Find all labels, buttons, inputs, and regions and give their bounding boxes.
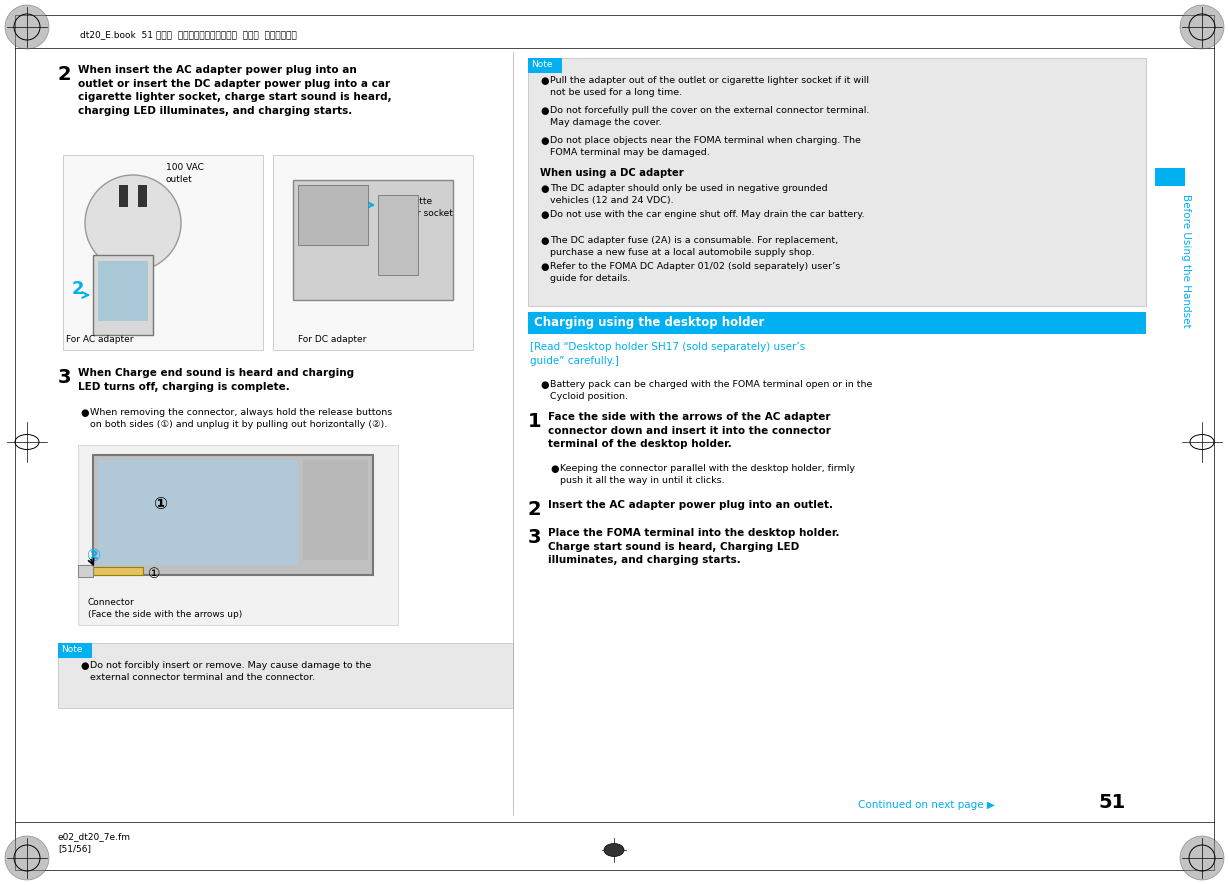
Text: Keeping the connector parallel with the desktop holder, firmly
push it all the w: Keeping the connector parallel with the … bbox=[560, 464, 855, 485]
Text: Note: Note bbox=[531, 60, 553, 69]
Text: Do not use with the car engine shut off. May drain the car battery.: Do not use with the car engine shut off.… bbox=[551, 210, 864, 219]
Bar bbox=[138, 185, 147, 207]
Bar bbox=[1155, 168, 1185, 186]
Text: Battery pack can be charged with the FOMA terminal open or in the
Cycloid positi: Battery pack can be charged with the FOM… bbox=[551, 380, 873, 401]
Text: 2: 2 bbox=[528, 500, 542, 519]
Text: ●: ● bbox=[540, 184, 548, 194]
Text: Pull the adapter out of the outlet or cigarette lighter socket if it will
not be: Pull the adapter out of the outlet or ci… bbox=[551, 76, 869, 96]
Text: ①: ① bbox=[152, 495, 167, 513]
Text: Before Using the Handset: Before Using the Handset bbox=[1181, 194, 1191, 327]
Text: The DC adapter should only be used in negative grounded
vehicles (12 and 24 VDC): The DC adapter should only be used in ne… bbox=[551, 184, 827, 204]
Text: dt20_E.book  51 ページ  ２００７年１２月１２日  水曜日  午後２時３分: dt20_E.book 51 ページ ２００７年１２月１２日 水曜日 午後２時３… bbox=[80, 30, 296, 39]
Bar bbox=[293, 180, 454, 300]
Bar bbox=[58, 643, 92, 658]
Bar bbox=[119, 185, 128, 207]
Text: Do not place objects near the FOMA terminal when charging. The
FOMA terminal may: Do not place objects near the FOMA termi… bbox=[551, 136, 860, 157]
Text: ●: ● bbox=[540, 76, 548, 86]
Text: ●: ● bbox=[80, 661, 88, 671]
Text: When removing the connector, always hold the release buttons
on both sides (①) a: When removing the connector, always hold… bbox=[90, 408, 392, 429]
Bar bbox=[77, 445, 398, 625]
Circle shape bbox=[85, 175, 181, 271]
Text: ●: ● bbox=[540, 210, 548, 220]
Bar bbox=[304, 460, 367, 560]
Bar bbox=[528, 58, 1145, 306]
Text: Note: Note bbox=[61, 645, 82, 654]
Circle shape bbox=[1180, 836, 1224, 880]
Text: Connector
(Face the side with the arrows up): Connector (Face the side with the arrows… bbox=[88, 598, 242, 619]
Text: ●: ● bbox=[540, 236, 548, 246]
Text: [Read “Desktop holder SH17 (sold separately) user’s
guide” carefully.]: [Read “Desktop holder SH17 (sold separat… bbox=[530, 342, 805, 366]
Text: 2: 2 bbox=[58, 65, 71, 84]
Ellipse shape bbox=[603, 843, 624, 857]
Circle shape bbox=[5, 836, 49, 880]
Text: 51: 51 bbox=[1097, 793, 1126, 812]
Bar bbox=[93, 255, 152, 335]
Text: When insert the AC adapter power plug into an
outlet or insert the DC adapter po: When insert the AC adapter power plug in… bbox=[77, 65, 392, 116]
Text: 100 VAC
outlet: 100 VAC outlet bbox=[166, 163, 204, 184]
Bar bbox=[93, 455, 372, 575]
Bar bbox=[98, 261, 147, 321]
Text: Refer to the FOMA DC Adapter 01/02 (sold separately) user’s
guide for details.: Refer to the FOMA DC Adapter 01/02 (sold… bbox=[551, 262, 841, 283]
Text: 2: 2 bbox=[353, 193, 365, 211]
Text: Do not forcibly insert or remove. May cause damage to the
external connector ter: Do not forcibly insert or remove. May ca… bbox=[90, 661, 371, 681]
Text: Charging using the desktop holder: Charging using the desktop holder bbox=[533, 316, 764, 329]
Text: Insert the AC adapter power plug into an outlet.: Insert the AC adapter power plug into an… bbox=[548, 500, 833, 510]
Text: 3: 3 bbox=[58, 368, 71, 387]
Circle shape bbox=[1180, 5, 1224, 49]
Text: The DC adapter fuse (2A) is a consumable. For replacement,
purchase a new fuse a: The DC adapter fuse (2A) is a consumable… bbox=[551, 236, 838, 257]
Text: ①: ① bbox=[147, 567, 161, 581]
Text: Cigarette
lighter socket: Cigarette lighter socket bbox=[391, 197, 452, 218]
Text: When using a DC adapter: When using a DC adapter bbox=[540, 168, 683, 178]
Bar bbox=[297, 185, 367, 245]
Text: ●: ● bbox=[80, 408, 88, 418]
Bar bbox=[58, 643, 512, 708]
Bar bbox=[273, 155, 473, 350]
Text: For AC adapter: For AC adapter bbox=[66, 335, 134, 344]
Bar bbox=[379, 195, 418, 275]
Text: Place the FOMA terminal into the desktop holder.
Charge start sound is heard, Ch: Place the FOMA terminal into the desktop… bbox=[548, 528, 839, 566]
Text: ●: ● bbox=[551, 464, 558, 474]
Text: ●: ● bbox=[540, 136, 548, 146]
Text: Do not forcefully pull the cover on the external connector terminal.
May damage : Do not forcefully pull the cover on the … bbox=[551, 106, 869, 127]
Text: ●: ● bbox=[540, 106, 548, 116]
Bar bbox=[98, 460, 297, 565]
Text: Face the side with the arrows of the AC adapter
connector down and insert it int: Face the side with the arrows of the AC … bbox=[548, 412, 831, 450]
Text: e02_dt20_7e.fm
[51/56]: e02_dt20_7e.fm [51/56] bbox=[58, 832, 132, 853]
Text: When Charge end sound is heard and charging
LED turns off, charging is complete.: When Charge end sound is heard and charg… bbox=[77, 368, 354, 391]
Bar bbox=[528, 58, 562, 73]
Text: For DC adapter: For DC adapter bbox=[297, 335, 366, 344]
Text: ②: ② bbox=[86, 547, 100, 565]
Bar bbox=[528, 312, 1145, 334]
Text: 2: 2 bbox=[73, 280, 85, 298]
Circle shape bbox=[5, 5, 49, 49]
Text: ●: ● bbox=[540, 380, 548, 390]
Bar bbox=[77, 565, 93, 577]
Bar bbox=[63, 155, 263, 350]
Bar bbox=[93, 567, 143, 575]
Text: 1: 1 bbox=[528, 412, 542, 431]
Text: ●: ● bbox=[540, 262, 548, 272]
Text: Continued on next page ▶: Continued on next page ▶ bbox=[858, 800, 994, 810]
Text: 3: 3 bbox=[528, 528, 542, 547]
